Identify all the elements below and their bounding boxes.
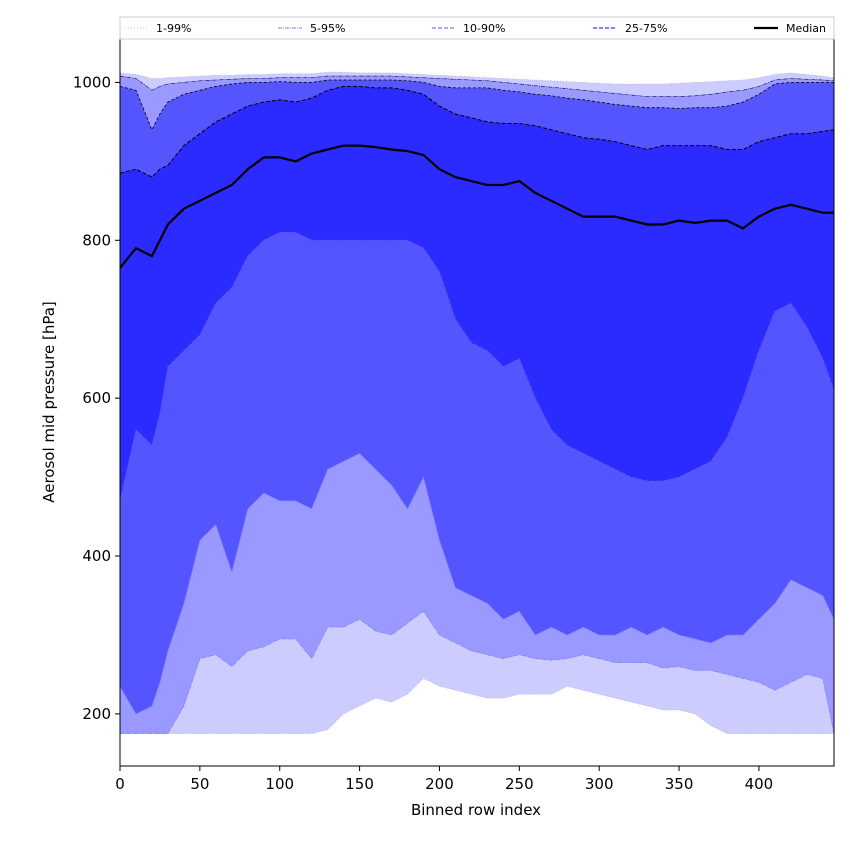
legend-box	[119, 16, 835, 40]
line-p90	[120, 79, 834, 131]
legend-label: 1-99%	[156, 22, 191, 35]
x-tick-label: 0	[115, 775, 125, 793]
y-axis-label: Aerosol mid pressure [hPa]	[40, 301, 58, 503]
percentile-lines	[120, 71, 834, 734]
x-tick-label: 100	[265, 775, 294, 793]
x-axis-label: Binned row index	[411, 801, 541, 819]
y-tick-label: 400	[82, 547, 111, 565]
legend-label: 25-75%	[625, 22, 667, 35]
x-tick-label: 400	[745, 775, 774, 793]
y-tick-label: 200	[82, 705, 111, 723]
y-tick-label: 600	[82, 389, 111, 407]
line-p5	[120, 610, 834, 734]
y-tick-label: 1000	[73, 73, 111, 91]
band-25-75	[120, 86, 834, 501]
x-axis: 0 50 100 150 200 250 300 350 400	[115, 766, 773, 793]
line-p50	[120, 144, 834, 269]
line-p25	[120, 232, 834, 501]
line-p75	[120, 85, 834, 178]
x-tick-label: 350	[665, 775, 694, 793]
x-tick-label: 200	[425, 775, 454, 793]
x-tick-label: 300	[585, 775, 614, 793]
x-tick-label: 50	[190, 775, 209, 793]
x-tick-label: 250	[505, 775, 534, 793]
y-axis: 200 400 600 800 1000	[73, 73, 120, 723]
y-tick-label: 800	[82, 231, 111, 249]
line-p10	[120, 452, 834, 715]
line-p99	[120, 71, 834, 85]
legend-label: 5-95%	[310, 22, 345, 35]
legend-label: Median	[786, 22, 826, 35]
line-p95	[120, 75, 834, 97]
legend-label: 10-90%	[463, 22, 505, 35]
x-tick-label: 150	[345, 775, 374, 793]
legend: 1-99% 5-95% 10-90% 25-75% Median	[119, 16, 835, 40]
percentile-bands	[120, 72, 834, 734]
